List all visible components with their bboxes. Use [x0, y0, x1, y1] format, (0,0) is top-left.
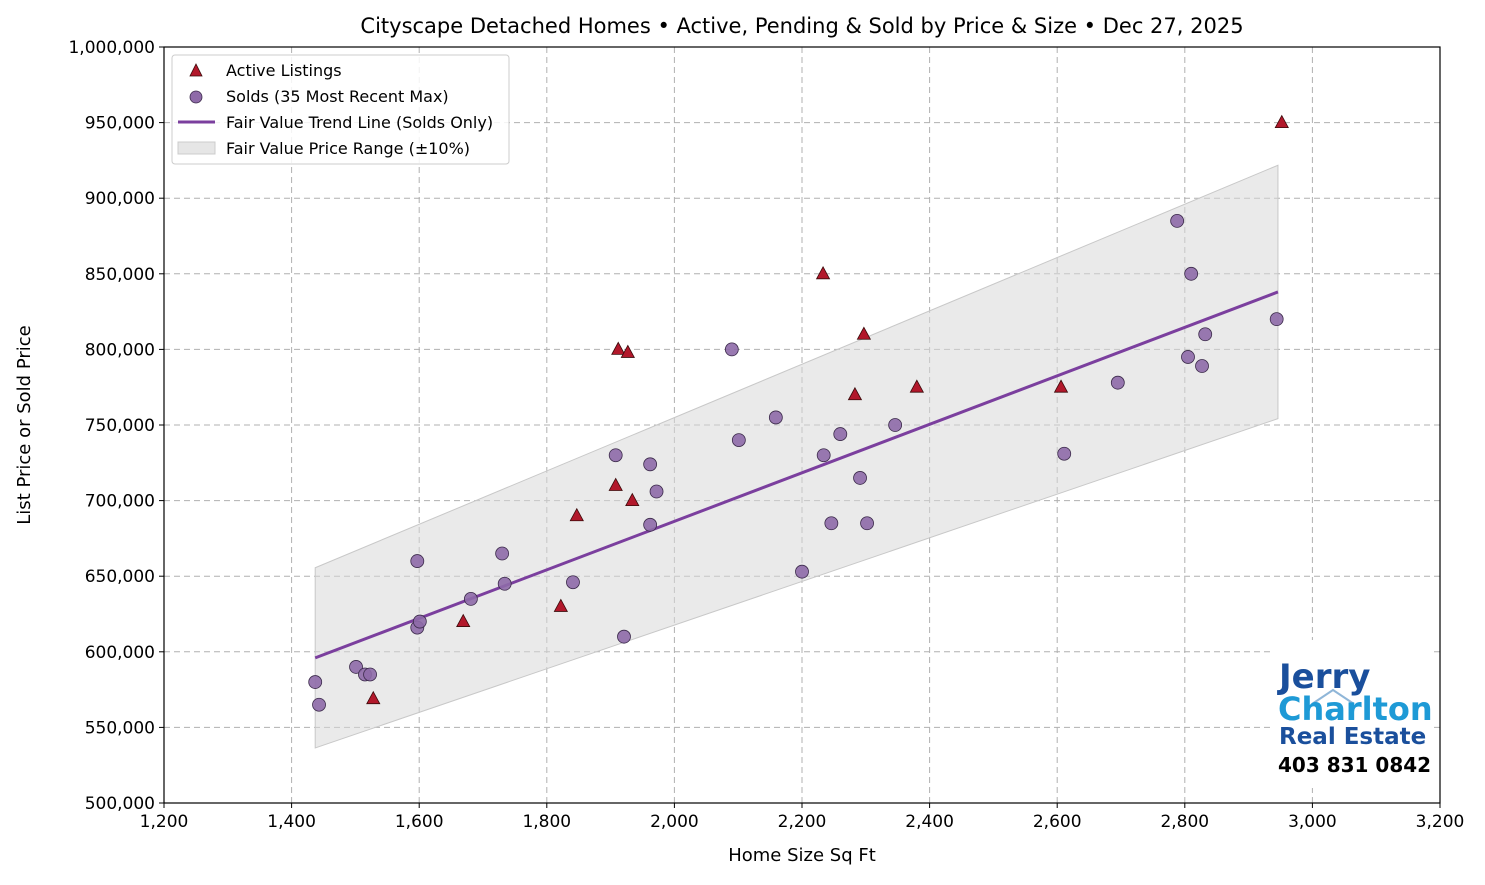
y-tick-label: 800,000	[85, 340, 155, 360]
active-listing-point	[625, 492, 640, 506]
sold-point	[463, 591, 478, 606]
sold-point	[795, 564, 809, 579]
active-listing-point	[569, 507, 584, 522]
x-tick-label: 2,800	[1160, 812, 1209, 832]
x-tick-label: 2,600	[1033, 812, 1082, 832]
sold-point	[608, 448, 623, 463]
sold-point	[1170, 213, 1185, 228]
trend-line	[314, 290, 1279, 660]
x-tick-label: 3,200	[1416, 812, 1465, 832]
sold-point	[860, 516, 874, 531]
sold-point	[731, 433, 746, 448]
x-tick-label: 2,200	[778, 812, 827, 832]
y-tick-label: 600,000	[85, 643, 155, 663]
sold-point	[308, 675, 323, 689]
logo-charlton: Charlton	[1278, 690, 1433, 728]
active-listing-point	[815, 265, 831, 280]
sold-point	[853, 471, 867, 485]
y-tick-label: 550,000	[85, 718, 155, 738]
data-points	[308, 114, 1289, 712]
sold-point	[312, 697, 326, 712]
logo-phone: 403 831 0842	[1278, 753, 1431, 777]
active-listing-point	[608, 477, 623, 491]
x-tick-label: 3,000	[1288, 812, 1337, 832]
sold-point	[1110, 375, 1125, 390]
trend-line-path	[314, 290, 1279, 660]
active-listing-point	[366, 690, 381, 705]
y-tick-label: 500,000	[85, 794, 155, 814]
sold-point	[566, 575, 580, 590]
x-tick-label: 1,800	[522, 812, 571, 832]
sold-point	[1181, 350, 1195, 364]
sold-point	[617, 629, 631, 644]
x-axis-label: Home Size Sq Ft	[728, 845, 876, 866]
sold-point	[643, 457, 658, 472]
logo-jerry: Jerry	[1277, 657, 1370, 697]
fair-value-band	[314, 164, 1279, 749]
legend-triangle-icon	[189, 63, 203, 77]
sold-point	[1184, 266, 1199, 281]
sold-point	[768, 410, 783, 425]
x-tick-label: 2,000	[650, 812, 699, 832]
active-listing-point	[856, 326, 872, 340]
active-listing-point	[620, 344, 635, 358]
sold-point	[816, 448, 831, 463]
sold-point	[495, 546, 510, 561]
x-tick-label: 1,200	[140, 812, 189, 832]
sold-point	[497, 576, 512, 591]
y-axis-label: List Price or Sold Price	[14, 325, 35, 524]
y-tick-label: 650,000	[85, 567, 155, 587]
x-tick-label: 2,400	[905, 812, 954, 832]
sold-point	[412, 614, 427, 629]
sold-point	[410, 554, 425, 568]
logo-real-estate: Real Estate	[1279, 724, 1426, 750]
legend-label-trend: Fair Value Trend Line (Solds Only)	[226, 113, 493, 132]
axis-ticks: 1,200 1,400 1,600 1,800 2,000 2,200 2,400 2,600…	[68, 38, 1464, 832]
sold-point	[888, 418, 903, 432]
active-listing-point	[1053, 379, 1069, 393]
legend-label-band: Fair Value Price Range (±10%)	[226, 139, 470, 158]
sold-point	[649, 484, 664, 499]
active-listing-point	[847, 386, 863, 401]
y-tick-label: 1,000,000	[68, 38, 155, 58]
sold-point	[1269, 312, 1284, 327]
y-tick-label: 700,000	[85, 492, 155, 512]
sold-point	[724, 342, 739, 357]
y-tick-label: 900,000	[85, 189, 155, 209]
sold-point	[1198, 327, 1213, 342]
y-tick-label: 850,000	[85, 265, 155, 285]
sold-point	[1195, 359, 1209, 373]
legend-circle-icon	[189, 90, 203, 104]
fair-value-band-area	[314, 164, 1279, 749]
logo: Jerry Charlton Real Estate 403 831 0842	[1270, 640, 1433, 788]
active-listing-point	[1274, 114, 1289, 128]
legend-label-active: Active Listings	[226, 61, 342, 80]
active-listing-point	[611, 341, 626, 355]
legend-band-icon	[177, 141, 216, 155]
sold-point	[643, 517, 658, 532]
x-tick-label: 1,600	[395, 812, 444, 832]
active-listing-point	[909, 379, 925, 393]
y-tick-label: 750,000	[85, 416, 155, 436]
sold-point	[1057, 446, 1072, 461]
legend-label-solds: Solds (35 Most Recent Max)	[226, 87, 449, 106]
legend: Active Listings Solds (35 Most Recent Ma…	[171, 54, 510, 165]
active-listing-point	[553, 598, 569, 612]
sold-point	[349, 660, 363, 674]
x-tick-label: 1,400	[267, 812, 316, 832]
sold-point	[824, 516, 839, 531]
active-listing-point	[456, 613, 471, 627]
y-tick-label: 950,000	[85, 114, 155, 134]
chart-title: Cityscape Detached Homes • Active, Pendi…	[360, 14, 1243, 38]
sold-point	[363, 667, 377, 682]
sold-point	[833, 427, 848, 441]
